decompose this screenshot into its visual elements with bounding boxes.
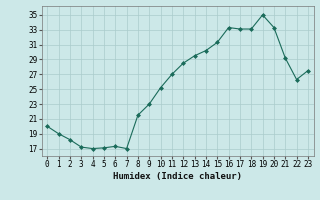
- X-axis label: Humidex (Indice chaleur): Humidex (Indice chaleur): [113, 172, 242, 181]
